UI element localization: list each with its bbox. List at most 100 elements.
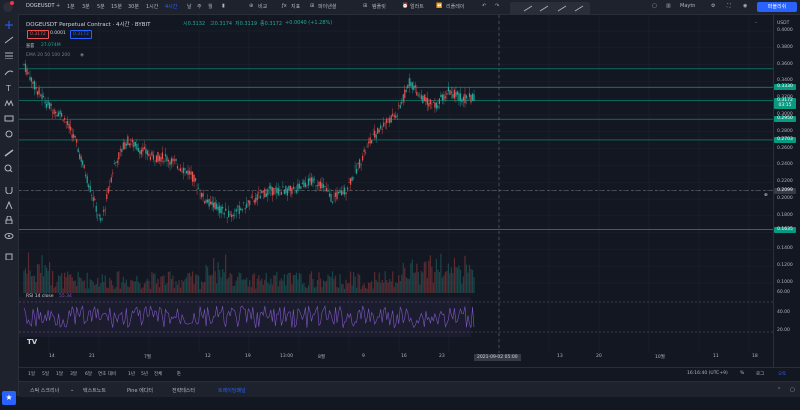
interval-5m[interactable]: 5분	[97, 4, 105, 10]
fib-icon[interactable]	[4, 51, 14, 59]
time-tick: 18	[752, 354, 758, 359]
interval-4h[interactable]: 4시간	[165, 4, 178, 10]
eye-visibility-icon[interactable]: ◉	[80, 53, 84, 58]
magnet-icon[interactable]	[4, 186, 14, 194]
auto-toggle[interactable]: 오토	[778, 372, 787, 377]
ohlc-low: 저0.3119	[235, 21, 258, 27]
fullscreen-icon[interactable]: ▢	[652, 3, 657, 9]
text-icon[interactable]: T	[4, 84, 14, 92]
trend-line-icon[interactable]	[4, 36, 14, 44]
price-chart[interactable]	[19, 15, 773, 367]
avatar[interactable]	[3, 2, 13, 12]
icons-icon[interactable]	[4, 130, 14, 138]
financials-button[interactable]: 파이낸셜	[318, 4, 337, 10]
tab-strategy-tester[interactable]: 전략테스터	[172, 388, 196, 394]
candle-body	[286, 188, 288, 196]
prediction-icon[interactable]	[4, 114, 14, 122]
interval-3m[interactable]: 3분	[82, 4, 90, 10]
tab-stock-screener[interactable]: 스탁 스크리너	[30, 388, 60, 394]
interval-1m[interactable]: 1분	[67, 4, 75, 10]
tab-trading-panel[interactable]: 트레이딩패널	[218, 388, 246, 394]
screener-dropdown-icon[interactable]: ⌄	[70, 387, 75, 393]
crosshair-plus-icon[interactable]: ⊕	[764, 193, 768, 198]
compare-button[interactable]: 비교	[258, 4, 268, 10]
log-toggle[interactable]: 로그	[756, 372, 765, 377]
replay-icon[interactable]: ⏪	[436, 3, 443, 9]
range-5y[interactable]: 5년	[141, 372, 149, 377]
range-3m[interactable]: 3달	[70, 372, 78, 377]
price-scale[interactable]: USDT 0.40000.38000.36000.34000.32000.300…	[773, 15, 800, 367]
layout-icon[interactable]: ▥	[666, 3, 671, 9]
fullscreen-toggle-icon[interactable]: ⛶	[727, 3, 731, 9]
alert-button[interactable]: 얼러트	[410, 4, 424, 10]
volume-bar	[163, 275, 165, 293]
indicators-button[interactable]: 지표	[291, 4, 301, 10]
layout-name-button[interactable]: Maytn	[680, 3, 696, 9]
interval-day[interactable]: 날	[187, 4, 192, 10]
ask-price[interactable]: 0.3173	[70, 30, 92, 39]
financials-icon[interactable]: ⊞	[310, 3, 315, 9]
redo-icon[interactable]: ↷	[495, 3, 500, 9]
candles-icon[interactable]: ▮	[222, 3, 225, 9]
range-6m[interactable]: 6달	[85, 372, 93, 377]
candle-body	[231, 214, 233, 218]
pattern-icon[interactable]	[4, 99, 14, 107]
interval-15m[interactable]: 15분	[111, 4, 122, 10]
replay-button[interactable]: 리플레이	[446, 4, 465, 10]
publish-button[interactable]: 퍼블리쉬	[757, 2, 797, 12]
lock-icon[interactable]	[4, 216, 14, 224]
candle-body	[175, 158, 177, 162]
range-5d[interactable]: 5일	[42, 372, 50, 377]
settings-icon[interactable]: ⚙	[711, 3, 716, 9]
volume-bar	[137, 281, 139, 293]
volume-bar	[219, 270, 221, 293]
add-symbol-icon[interactable]: +	[56, 3, 61, 9]
favorites-star-icon[interactable]: ★	[2, 391, 16, 405]
volume-bar	[191, 271, 194, 293]
candle-body	[83, 164, 85, 169]
crosshair-icon[interactable]	[4, 21, 14, 29]
brush-icon[interactable]	[4, 68, 14, 76]
stay-drawing-icon[interactable]	[4, 201, 14, 209]
expand-panel-icon[interactable]: ▢	[790, 387, 795, 393]
interval-month[interactable]: 월	[208, 4, 213, 10]
volume-bar	[325, 280, 328, 293]
volume-bar	[26, 273, 28, 293]
percent-toggle[interactable]: %	[740, 371, 745, 376]
goto-date-icon[interactable]: ⎘	[177, 372, 181, 377]
interval-week[interactable]: 주	[197, 4, 202, 10]
volume-bar	[58, 275, 60, 293]
range-1y[interactable]: 1년	[128, 372, 136, 377]
range-1d[interactable]: 1일	[28, 372, 36, 377]
range-1m[interactable]: 1달	[56, 372, 64, 377]
bid-price[interactable]: 0.3172	[27, 30, 49, 39]
range-all[interactable]: 전체	[154, 372, 163, 377]
indicators-icon[interactable]: ƒx	[282, 3, 287, 9]
drawing-tools-icons[interactable]	[510, 2, 590, 15]
tab-text-notes[interactable]: 텍스트노트	[83, 388, 107, 394]
ruler-icon[interactable]	[4, 149, 14, 157]
zoom-icon[interactable]	[4, 164, 14, 172]
eye-icon[interactable]	[4, 232, 14, 240]
trash-icon[interactable]	[4, 252, 14, 260]
chart-pane[interactable]	[19, 15, 773, 367]
templates-button[interactable]: 템플릿	[372, 4, 386, 10]
interval-30m[interactable]: 30분	[128, 4, 139, 10]
templates-icon[interactable]: ⊞	[363, 3, 368, 9]
price-tag: 0.3330	[774, 84, 796, 91]
range-ytd[interactable]: 연초 대비	[98, 372, 116, 377]
scale-settings-icon[interactable]: ⌄	[754, 20, 758, 25]
maximize-panel-icon[interactable]: ⌃	[777, 387, 782, 393]
drawing-toolbar: T	[0, 14, 19, 396]
camera-icon[interactable]: ◉	[743, 3, 748, 9]
tab-pine-editor[interactable]: Pine 에디터	[127, 388, 153, 394]
undo-icon[interactable]: ↶	[482, 3, 487, 9]
plus-circle-icon[interactable]: ⊕	[249, 3, 254, 9]
alert-icon[interactable]: ⏰	[402, 3, 409, 9]
candle-body	[259, 195, 261, 199]
volume-bar	[36, 263, 39, 293]
candle-body	[51, 112, 54, 114]
clock-label[interactable]: 16:16:40 (UTC+9)	[687, 371, 728, 376]
symbol-search-button[interactable]: DOGEUSDT	[26, 3, 55, 9]
interval-1h[interactable]: 1시간	[146, 4, 159, 10]
